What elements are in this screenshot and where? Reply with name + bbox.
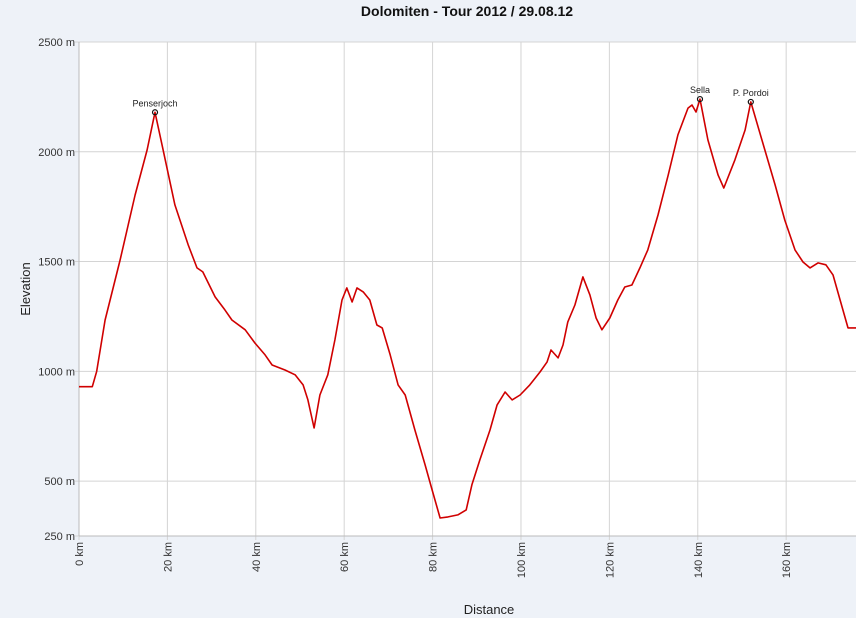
y-tick-label: 1000 m [38,366,75,378]
x-tick-label: 40 km [251,542,263,572]
y-tick-label: 1500 m [38,257,75,269]
annotation-marker [151,109,159,116]
annotation-label: Sella [690,85,710,95]
x-tick-label: 160 km [781,542,793,578]
annotation-label: Penserjoch [133,98,178,108]
x-tick-label: 100 km [516,542,528,578]
x-tick-label: 140 km [693,542,705,578]
annotation-marker [696,95,704,103]
annotation-label: P. Pordoi [733,88,769,98]
chart-title: Dolomiten - Tour 2012 / 29.08.12 [361,3,573,19]
plot-area [79,42,856,536]
x-tick-label: 60 km [339,542,351,572]
x-tick-label: 20 km [162,542,174,572]
y-tick-label: 500 m [44,476,75,488]
x-tick-label: 120 km [604,542,616,578]
x-tick-label: 80 km [428,542,440,572]
y-tick-label: 250 m [44,531,75,543]
annotation-marker [747,98,754,106]
elevation-line [79,98,856,519]
y-tick-label: 2500 m [38,37,75,49]
x-axis-label: Distance [464,602,515,617]
y-tick-label: 2000 m [38,147,75,159]
y-axis-label: Elevation [18,262,33,315]
x-tick-label: 0 km [74,542,86,566]
